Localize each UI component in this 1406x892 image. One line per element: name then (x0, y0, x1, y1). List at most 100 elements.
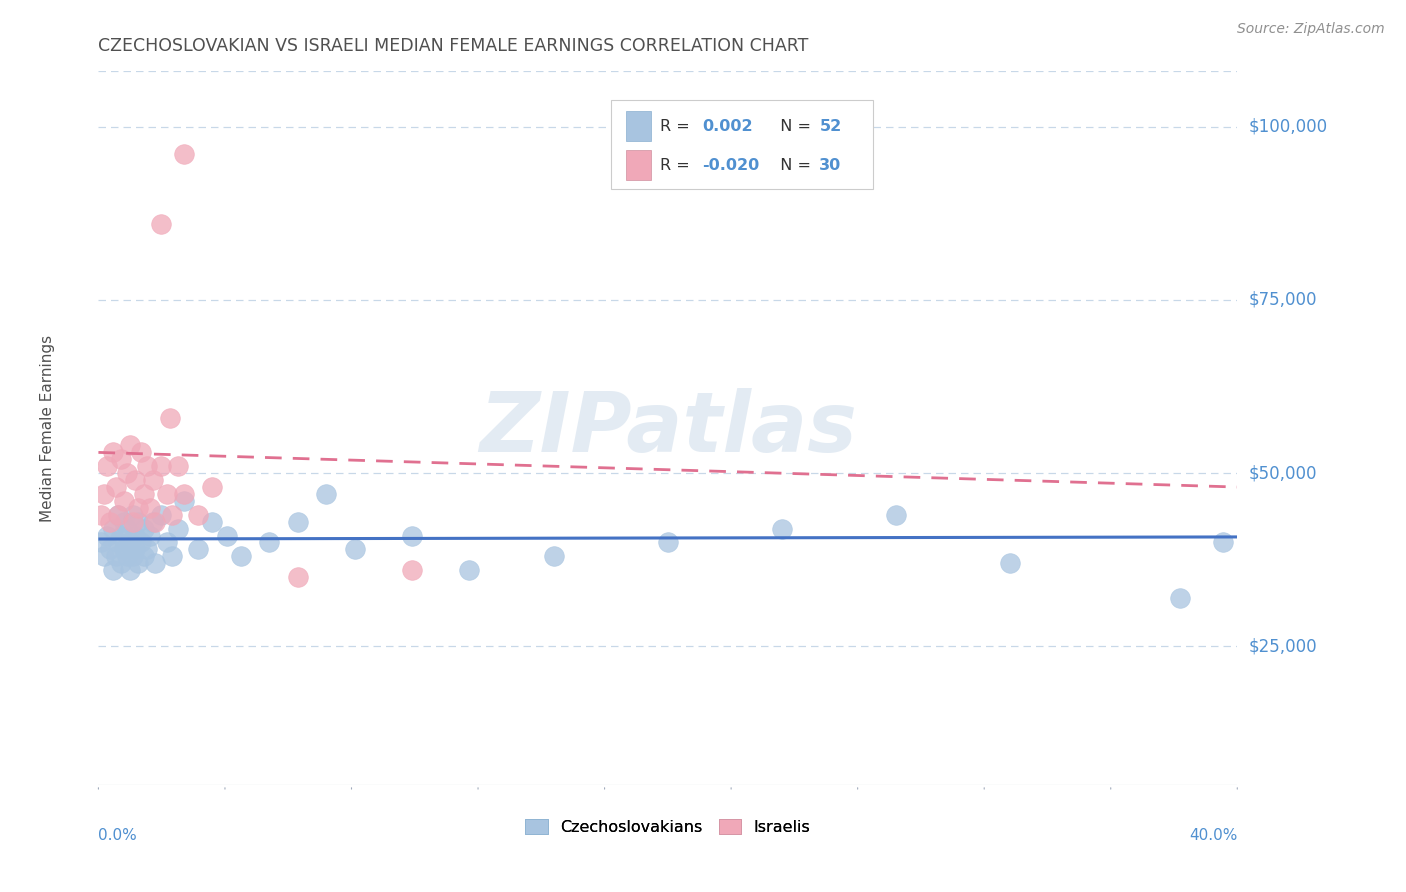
Point (121, 549, 143, 564)
Point (162, 508, 184, 522)
Text: ZIPatlas: ZIPatlas (479, 388, 856, 468)
Point (287, 515, 309, 529)
Text: 0.002: 0.002 (702, 119, 752, 134)
Point (124, 542, 146, 557)
Point (121, 508, 143, 522)
Point (1170, 591, 1192, 605)
Point (104, 480, 127, 494)
Point (90, 508, 112, 522)
Legend: Czechoslovakians, Israelis: Czechoslovakians, Israelis (519, 813, 817, 841)
Point (138, 500, 160, 515)
Point (145, 556, 167, 570)
Point (401, 563, 423, 577)
Point (162, 549, 184, 564)
Point (132, 522, 155, 536)
Point (98, 542, 121, 557)
Point (141, 515, 163, 529)
Point (104, 549, 127, 564)
Point (315, 487, 337, 501)
Point (770, 522, 793, 536)
Point (187, 542, 209, 557)
Point (101, 445, 124, 459)
Point (101, 522, 124, 536)
Point (229, 549, 252, 564)
FancyBboxPatch shape (626, 150, 651, 180)
Point (115, 549, 138, 564)
Point (187, 508, 209, 522)
Point (215, 528, 238, 542)
Point (93, 549, 115, 564)
Point (167, 459, 190, 474)
Text: -0.020: -0.020 (702, 158, 759, 172)
Point (124, 528, 146, 542)
Text: Source: ZipAtlas.com: Source: ZipAtlas.com (1237, 22, 1385, 37)
Point (998, 556, 1021, 570)
Point (96, 459, 118, 474)
Text: $50,000: $50,000 (1249, 464, 1317, 483)
Point (173, 494, 195, 508)
Point (201, 480, 224, 494)
Point (129, 445, 152, 459)
Point (135, 542, 157, 557)
Text: 0.0%: 0.0% (98, 828, 138, 843)
Point (135, 459, 157, 474)
Point (150, 508, 173, 522)
Text: Median Female Earnings: Median Female Earnings (39, 334, 55, 522)
Point (115, 522, 138, 536)
Point (343, 542, 366, 557)
Point (110, 528, 132, 542)
Text: N =: N = (770, 158, 817, 172)
Point (167, 522, 190, 536)
Point (107, 535, 129, 549)
Point (145, 515, 167, 529)
Text: 40.0%: 40.0% (1189, 828, 1237, 843)
Point (150, 217, 173, 231)
Point (96, 528, 118, 542)
Text: N =: N = (770, 119, 817, 134)
Point (110, 452, 132, 467)
Point (201, 515, 224, 529)
Point (118, 563, 141, 577)
Text: CZECHOSLOVAKIAN VS ISRAELI MEDIAN FEMALE EARNINGS CORRELATION CHART: CZECHOSLOVAKIAN VS ISRAELI MEDIAN FEMALE… (98, 37, 808, 54)
Point (657, 535, 679, 549)
Point (884, 508, 907, 522)
Point (156, 487, 179, 501)
Point (159, 410, 181, 425)
Point (287, 570, 309, 584)
Point (457, 563, 479, 577)
Point (98, 515, 121, 529)
FancyBboxPatch shape (612, 100, 873, 189)
Point (124, 473, 146, 487)
Point (93, 487, 115, 501)
Point (129, 535, 152, 549)
Point (112, 542, 135, 557)
Text: 52: 52 (820, 119, 842, 134)
Point (112, 515, 135, 529)
Point (1212, 535, 1234, 549)
Point (156, 535, 179, 549)
Text: R =: R = (659, 119, 695, 134)
Point (401, 528, 423, 542)
Point (259, 535, 281, 549)
Point (127, 515, 149, 529)
Point (101, 563, 124, 577)
Point (118, 535, 141, 549)
Text: $100,000: $100,000 (1249, 118, 1327, 136)
Point (118, 438, 141, 452)
Point (150, 459, 173, 474)
Point (138, 528, 160, 542)
Point (110, 556, 132, 570)
Point (132, 487, 155, 501)
Text: R =: R = (659, 158, 695, 172)
Point (127, 556, 149, 570)
Text: $25,000: $25,000 (1249, 638, 1317, 656)
Point (543, 549, 565, 564)
Point (173, 487, 195, 501)
Point (127, 500, 149, 515)
FancyBboxPatch shape (626, 112, 651, 142)
Text: 30: 30 (820, 158, 842, 172)
Point (121, 515, 143, 529)
Point (132, 549, 155, 564)
Text: $75,000: $75,000 (1249, 291, 1317, 309)
Point (107, 508, 129, 522)
